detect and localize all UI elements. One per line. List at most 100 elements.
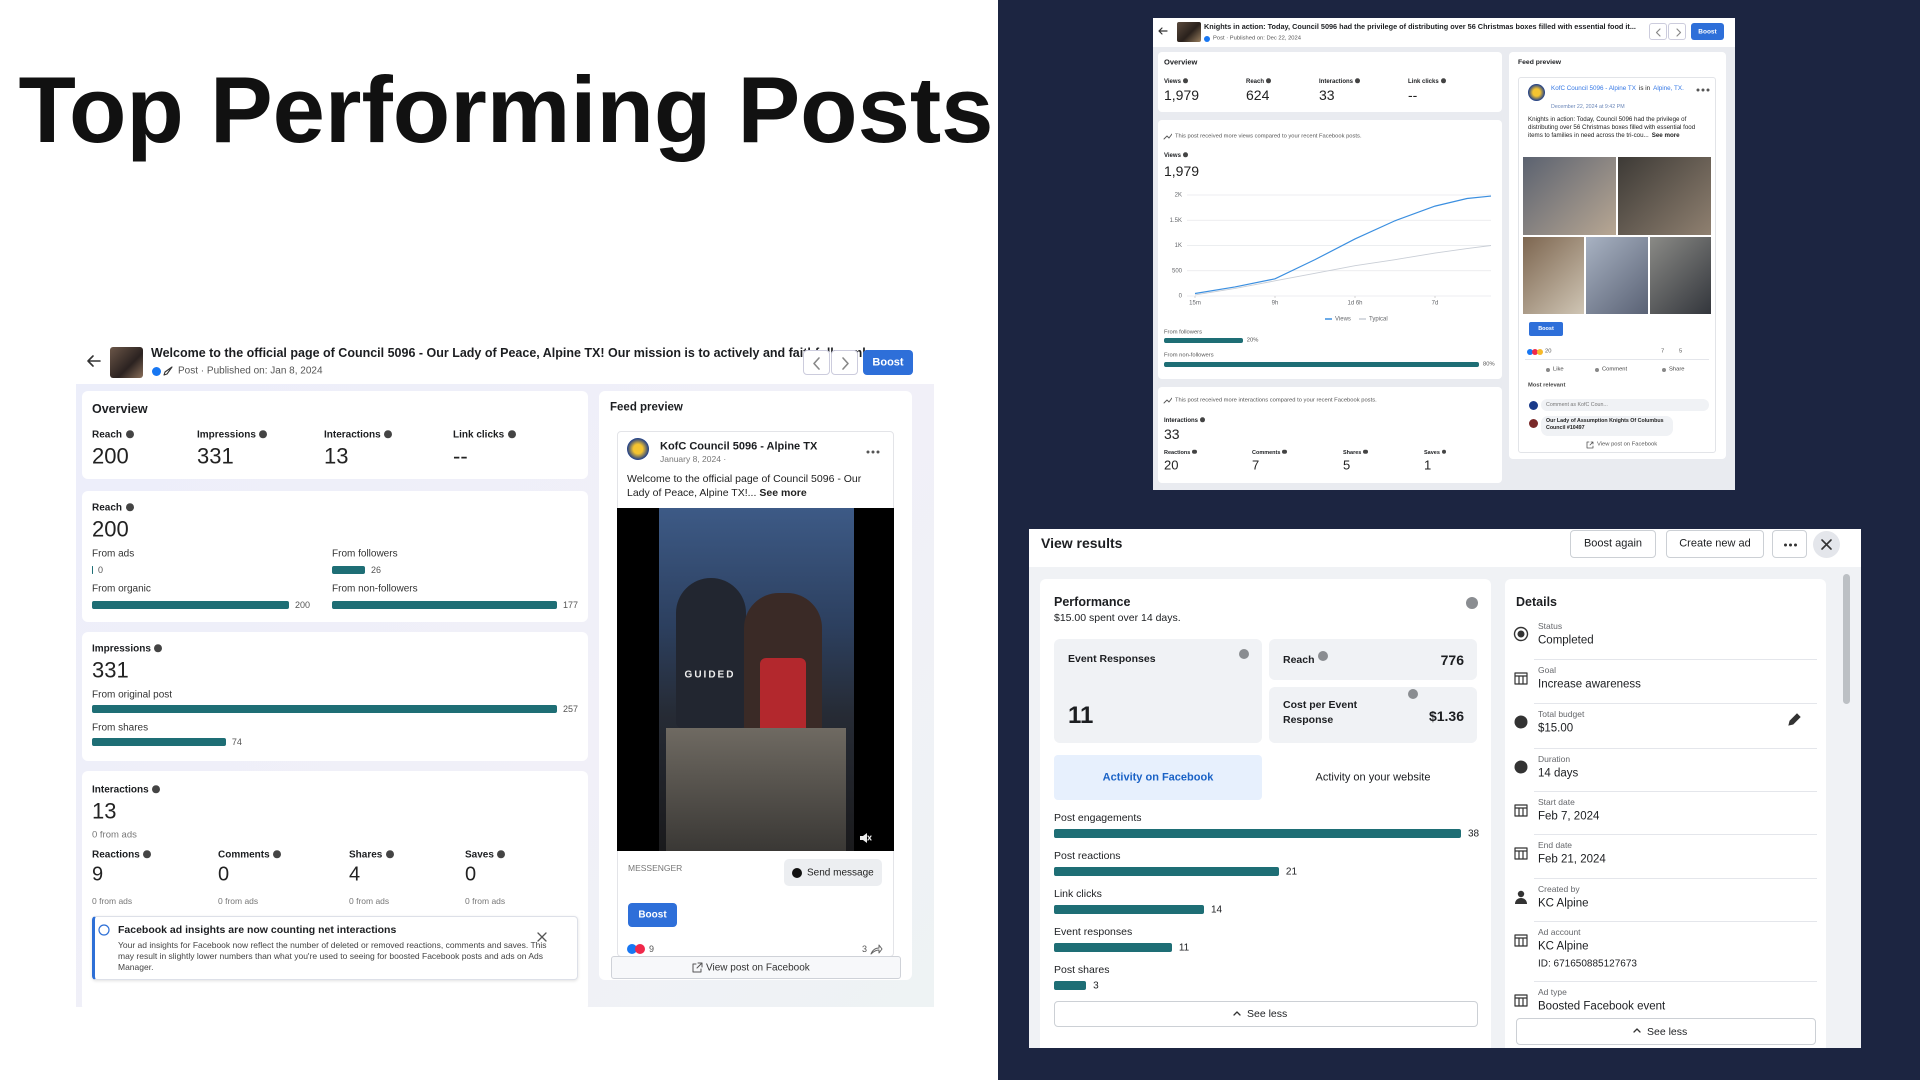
- metric-box: [1269, 687, 1477, 743]
- more-button[interactable]: [1772, 530, 1807, 558]
- page-name: KofC Council 5096 - Alpine TX: [660, 440, 818, 453]
- back-button[interactable]: [86, 354, 102, 368]
- post-title: Welcome to the official page of Council …: [151, 345, 888, 360]
- share-count: 5: [1679, 348, 1683, 355]
- comment-box[interactable]: [1541, 399, 1709, 411]
- x-tick-label: 15m: [1189, 301, 1201, 307]
- icon-part: [1517, 630, 1525, 638]
- metric-value: --: [453, 443, 468, 469]
- series-line: [1194, 195, 1492, 295]
- icon-part: [98, 924, 110, 936]
- section-heading: Feed preview: [610, 401, 683, 414]
- metric-note: 0 from ads: [218, 896, 259, 907]
- icon-part: [1515, 898, 1527, 904]
- boost-button[interactable]: [1529, 322, 1563, 336]
- like-icon: [1526, 348, 1534, 356]
- detail-value: Feb 7, 2024: [1538, 810, 1600, 823]
- metric-label: Saves: [1424, 450, 1446, 456]
- metric-value: 5: [1343, 457, 1351, 473]
- photo: [1649, 236, 1712, 315]
- breakdown-label: From shares: [92, 722, 149, 734]
- icon-part: [537, 932, 547, 942]
- external-icon: [692, 962, 703, 973]
- prev-button[interactable]: [803, 350, 830, 375]
- close-button[interactable]: [1813, 531, 1840, 558]
- metric-label: Interactions: [1164, 417, 1205, 424]
- icon-part: [1784, 543, 1787, 547]
- view-post-button[interactable]: [1521, 438, 1713, 452]
- mute-button[interactable]: [858, 831, 872, 845]
- detail-icon-glyph: [1514, 715, 1528, 729]
- metric-note: 0 from ads: [92, 896, 133, 907]
- activity-label: Post shares: [1054, 963, 1110, 976]
- action-icon: [1661, 367, 1667, 373]
- next-button[interactable]: [1668, 23, 1686, 40]
- see-less-button[interactable]: [1516, 1018, 1816, 1045]
- metric-label: Views: [1164, 152, 1188, 159]
- post-insights-panel: Welcome to the official page of Council …: [76, 338, 934, 1007]
- tab-label: Activity on Facebook: [1102, 771, 1214, 784]
- activity-value: 3: [1093, 980, 1099, 992]
- detail-label: End date: [1538, 840, 1573, 851]
- share-count: 3: [862, 943, 868, 954]
- detail-icon: [1513, 845, 1529, 861]
- header-button[interactable]: [1570, 530, 1656, 558]
- see-less-button[interactable]: [1054, 1001, 1478, 1027]
- detail-icon: [1513, 626, 1529, 642]
- view-post-button[interactable]: [611, 956, 901, 979]
- boost-label: Boost: [1698, 27, 1717, 35]
- icon-part: [1163, 397, 1172, 404]
- detail-label: Status: [1538, 621, 1563, 632]
- breakdown-value: 20%: [1246, 337, 1259, 344]
- boost-button[interactable]: [1691, 23, 1724, 40]
- icon-part: [870, 944, 883, 955]
- icon-part: [1514, 760, 1528, 774]
- action-button[interactable]: Like: [1553, 366, 1564, 373]
- cost-label: Cost per Event Response: [1283, 699, 1358, 727]
- more-button[interactable]: [1695, 86, 1711, 94]
- love-icon: [635, 944, 645, 954]
- divider: [1534, 834, 1817, 835]
- boost-button[interactable]: [863, 350, 913, 375]
- y-tick-label: 1K: [1175, 243, 1182, 249]
- external-icon-glyph: [1586, 441, 1594, 449]
- tab-active[interactable]: [1054, 755, 1262, 800]
- metric-label: Reach: [92, 429, 134, 441]
- bar: [1164, 362, 1479, 367]
- bar: [1054, 829, 1461, 838]
- detail-value: Completed: [1538, 634, 1594, 647]
- facebook-icon: [1204, 36, 1210, 42]
- back-button[interactable]: [1157, 26, 1169, 36]
- detail-icon-glyph: [1514, 847, 1528, 860]
- page-place: Alpine, TX.: [1653, 85, 1684, 92]
- next-button-glyph: [1676, 28, 1682, 37]
- metric-label: Reach: [92, 502, 134, 514]
- notice-close[interactable]: [536, 931, 548, 943]
- action-button[interactable]: Share: [1669, 366, 1685, 373]
- edit-button[interactable]: [1786, 712, 1802, 728]
- boost-button[interactable]: [628, 903, 677, 927]
- header-button-label: Boost again: [1583, 537, 1643, 550]
- notice-icon-glyph: [98, 924, 110, 936]
- metric-value: 1,979: [1164, 162, 1200, 179]
- header-button[interactable]: [1666, 530, 1764, 558]
- metric-value: 776: [1440, 651, 1464, 668]
- breakdown-value: 200: [295, 599, 311, 610]
- prev-button[interactable]: [1649, 23, 1667, 40]
- more-button[interactable]: [862, 446, 884, 458]
- icon-part: [1788, 713, 1801, 726]
- scrollbar-thumb[interactable]: [1843, 574, 1850, 704]
- commenter: Our Lady of Assumption Knights Of Columb…: [1546, 418, 1668, 432]
- next-button[interactable]: [831, 350, 858, 375]
- metric-label: Impressions: [197, 429, 267, 441]
- boost-icon: [163, 366, 174, 376]
- metric-value: 13: [92, 798, 117, 824]
- action-button[interactable]: Comment: [1602, 366, 1628, 373]
- more-button-glyph: [1696, 88, 1710, 92]
- metric-value: 33: [1164, 425, 1180, 442]
- metric-value: 11: [1068, 702, 1094, 730]
- icon-part: [692, 962, 703, 973]
- detail-label: Created by: [1538, 884, 1580, 895]
- post-preview: [1518, 77, 1716, 453]
- icon-part: [1514, 804, 1528, 817]
